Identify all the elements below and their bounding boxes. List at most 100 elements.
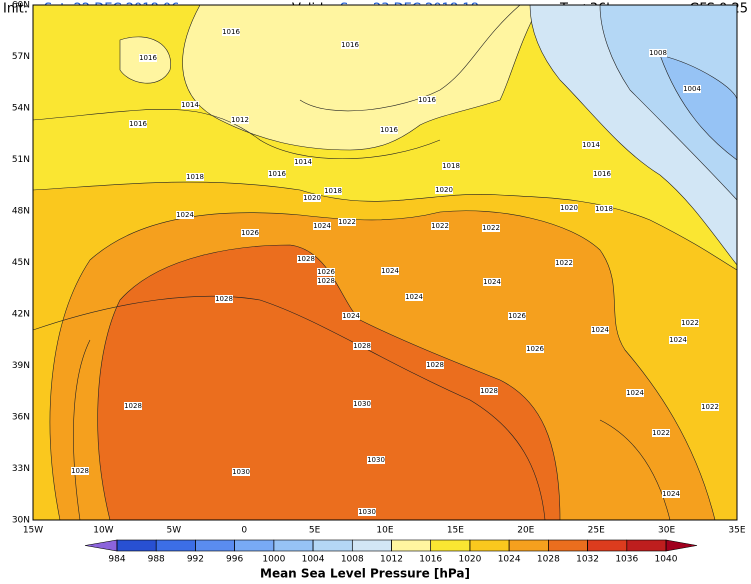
isobar-label: 1028 [480, 387, 498, 395]
lat-label: 51N [12, 155, 30, 165]
lon-label: 35E [728, 526, 745, 536]
isobar-label-box [139, 54, 157, 62]
lat-label: 48N [12, 207, 30, 217]
isobar-label-box [483, 278, 501, 286]
isobar-label-box [683, 85, 701, 93]
isobar-label: 1016 [341, 41, 359, 49]
isobar-label: 1028 [297, 255, 315, 263]
colorbar-cell [273, 539, 314, 552]
isobar-label-box [480, 387, 498, 395]
isobar-label: 1016 [418, 96, 436, 104]
isobar-label-box [649, 49, 667, 57]
isobar [73, 339, 91, 521]
isobar-label-box [353, 342, 371, 350]
isobar [599, 419, 671, 521]
colorbar-label: 996 [226, 555, 243, 565]
isobar-label: 1022 [338, 218, 356, 226]
colorbar-label: 984 [108, 555, 125, 565]
lat-label: 42N [12, 310, 30, 320]
lat-label: 39N [12, 361, 30, 371]
colorbar-label: 1028 [537, 555, 560, 565]
isobar-label-box [652, 429, 670, 437]
isobar-label-box [231, 116, 249, 124]
isobar-label-box [482, 224, 500, 232]
isobar-label-box [215, 295, 233, 303]
isobar-label-box [303, 194, 321, 202]
isobar-label: 1026 [241, 229, 259, 237]
isobar-label-box [669, 336, 687, 344]
colorbar-cell [469, 539, 510, 552]
init-label: Init: [3, 2, 28, 17]
colorbar-label: 1020 [458, 555, 481, 565]
isobar-label: 1028 [317, 277, 335, 285]
colorbar-high-arrow [665, 539, 698, 552]
isobar-label: 1022 [701, 403, 719, 411]
isobar-label: 1028 [124, 402, 142, 410]
isobar-label-box [317, 277, 335, 285]
isobar-label: 1024 [313, 222, 331, 230]
isobar-label: 1030 [367, 456, 385, 464]
isobar-label: 1016 [268, 170, 286, 178]
isobar-label: 1022 [555, 259, 573, 267]
isobar-label: 1024 [405, 293, 423, 301]
colorbar-label: 1004 [302, 555, 325, 565]
lat-label: 57N [12, 52, 30, 62]
colorbar-cell [116, 539, 157, 552]
isobar-label-box [268, 170, 286, 178]
lat-label: 45N [12, 258, 30, 268]
isobar-label: 1014 [181, 101, 199, 109]
map-frame [32, 4, 738, 521]
isobar-label: 1024 [591, 326, 609, 334]
isobar-label-box [313, 222, 331, 230]
isobar-label-box [405, 293, 423, 301]
isobar [299, 4, 521, 112]
isobar-label: 1020 [560, 204, 578, 212]
colorbar-cell [430, 539, 471, 552]
pressure-region [599, 4, 738, 201]
isobar-label-box [338, 218, 356, 226]
isobar-label: 1028 [71, 467, 89, 475]
map: 1016 1016 1016 1014 1016 1012 1016 1016 1008 1004… [32, 4, 738, 521]
isobar-label-box [358, 508, 376, 516]
isobar-label: 1016 [593, 170, 611, 178]
colorbar-cell [626, 539, 667, 552]
isobar-label: 1016 [222, 28, 240, 36]
isobar-label: 1028 [353, 342, 371, 350]
lon-label: 30E [658, 526, 675, 536]
isobar-label-box [681, 319, 699, 327]
isobar-label: 1030 [232, 468, 250, 476]
isobar-label-box [508, 312, 526, 320]
isobar-label: 1016 [139, 54, 157, 62]
isobar-label: 1020 [435, 186, 453, 194]
lon-label: 5W [166, 526, 181, 536]
lat-label: 36N [12, 413, 30, 423]
lat-label: 60N [12, 1, 30, 11]
colorbar-low-arrow [84, 539, 118, 552]
lat-label: 54N [12, 104, 30, 114]
isobar-label: 1022 [652, 429, 670, 437]
isobar-label: 1014 [582, 141, 600, 149]
isobar-label-box [294, 158, 312, 166]
lon-label: 15E [447, 526, 464, 536]
colorbar-label: 1032 [576, 555, 599, 565]
colorbar-label: 1036 [615, 555, 638, 565]
colorbar-label: 1016 [419, 555, 442, 565]
isobar-label: 1024 [662, 490, 680, 498]
colorbar-cell [155, 539, 196, 552]
isobar-label: 1026 [317, 268, 335, 276]
isobar [32, 295, 546, 521]
isobar-label: 1004 [683, 85, 701, 93]
isobar-label-box [560, 204, 578, 212]
isobar-label: 1030 [353, 400, 371, 408]
isobar-label: 1016 [129, 120, 147, 128]
isobar-label: 1022 [482, 224, 500, 232]
colorbar-label: 992 [187, 555, 204, 565]
isobar-label-box [232, 468, 250, 476]
isobar-label-box [124, 402, 142, 410]
isobar-label-box [591, 326, 609, 334]
isobar-label: 1028 [426, 361, 444, 369]
isobar-label-box [353, 400, 371, 408]
isobar-label: 1024 [342, 312, 360, 320]
lon-label: 10E [376, 526, 393, 536]
